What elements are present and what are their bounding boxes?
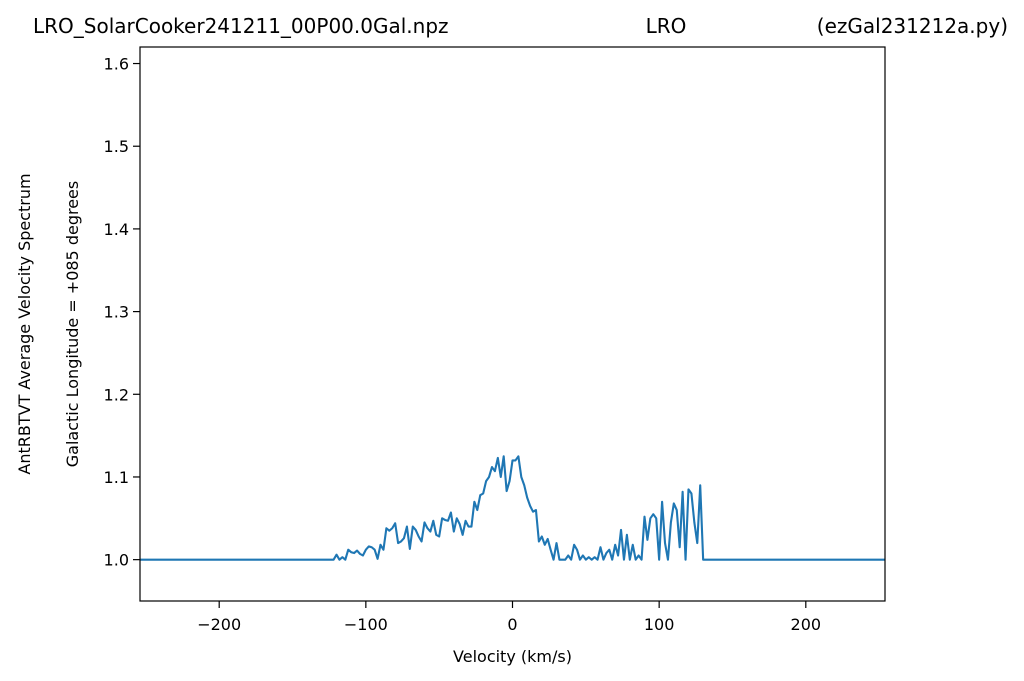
y-tick-label: 1.4 bbox=[104, 220, 129, 239]
plot-frame bbox=[139, 46, 886, 602]
y-tick-label: 1.2 bbox=[104, 385, 129, 404]
title-script: (ezGal231212a.py) bbox=[817, 14, 1008, 38]
y-tick-label: 1.5 bbox=[104, 137, 129, 156]
y-axis-label-line2: Galactic Longitude = +085 degrees bbox=[63, 181, 82, 467]
y-tick-label: 1.3 bbox=[104, 303, 129, 322]
x-tick-label: −200 bbox=[197, 615, 241, 634]
y-tick-label: 1.6 bbox=[104, 55, 129, 74]
x-axis-label: Velocity (km/s) bbox=[453, 647, 572, 666]
y-tick-label: 1.0 bbox=[104, 551, 129, 570]
x-tick-label: 100 bbox=[644, 615, 675, 634]
title-station: LRO bbox=[646, 14, 687, 38]
chart-title: LRO_SolarCooker241211_00P00.0Gal.npz LRO… bbox=[33, 14, 1008, 38]
title-filename: LRO_SolarCooker241211_00P00.0Gal.npz bbox=[33, 14, 449, 38]
plot-data bbox=[140, 455, 885, 561]
y-axis-ticks: 1.0 1.1 1.2 1.3 1.4 1.5 1.6 bbox=[104, 55, 140, 570]
x-tick-label: 200 bbox=[791, 615, 822, 634]
y-axis-label-line1: AntRBTVT Average Velocity Spectrum bbox=[15, 173, 34, 474]
y-tick-label: 1.1 bbox=[104, 468, 129, 487]
x-tick-label: 0 bbox=[507, 615, 517, 634]
x-tick-label: −100 bbox=[344, 615, 388, 634]
x-axis-ticks: −200 −100 0 100 200 bbox=[197, 601, 821, 634]
series-line-0 bbox=[140, 455, 885, 561]
